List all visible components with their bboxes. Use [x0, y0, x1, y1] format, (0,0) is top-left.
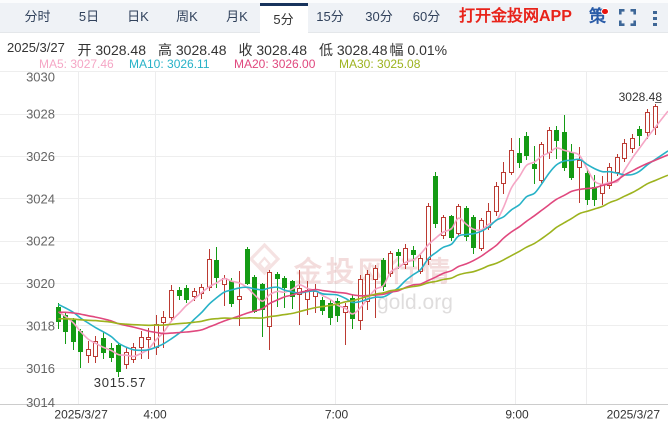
- svg-text:9:00: 9:00: [505, 408, 529, 422]
- svg-text:3024: 3024: [26, 191, 55, 206]
- svg-text:2025/3/27: 2025/3/27: [54, 408, 108, 422]
- svg-text:金投网行情: 金投网行情: [293, 255, 454, 287]
- svg-text:3014: 3014: [26, 395, 55, 410]
- svg-text:gold.org: gold.org: [377, 291, 453, 314]
- svg-text:7:00: 7:00: [325, 408, 349, 422]
- svg-text:3030: 3030: [26, 70, 55, 85]
- svg-text:3028.48: 3028.48: [619, 90, 663, 104]
- svg-text:4:00: 4:00: [143, 408, 167, 422]
- svg-text:2025/3/27: 2025/3/27: [607, 408, 661, 422]
- svg-text:3028: 3028: [26, 107, 55, 122]
- svg-text:3026: 3026: [26, 149, 55, 164]
- svg-text:3016: 3016: [26, 361, 55, 376]
- svg-text:3020: 3020: [26, 276, 55, 291]
- svg-text:3022: 3022: [26, 234, 55, 249]
- svg-text:3018: 3018: [26, 318, 55, 333]
- svg-text:3015.57: 3015.57: [94, 375, 147, 390]
